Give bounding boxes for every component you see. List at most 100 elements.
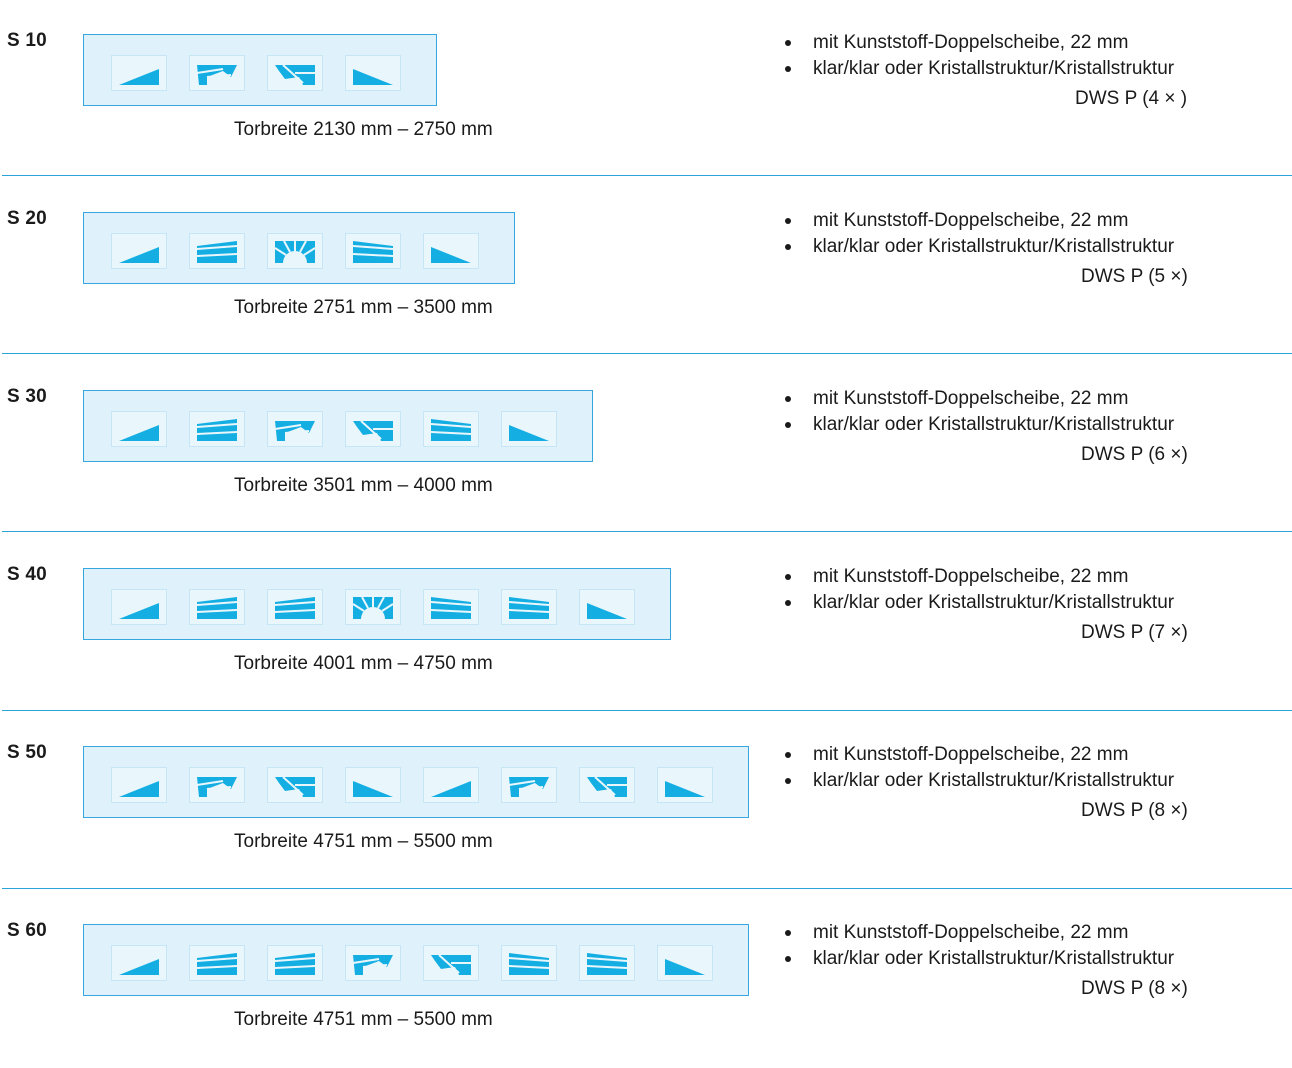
glazing-panel-bars-left <box>189 411 245 447</box>
glazing-panel-sun <box>267 233 323 269</box>
glazing-panel-wedge-left <box>189 767 245 803</box>
glazing-motif-icon <box>353 781 393 797</box>
model-section: S 10 Torbreite 2130 mm – 2750 mm mit Kuns… <box>0 0 1292 178</box>
model-section: S 50 Torbreite 4751 mm – 5500 mm mit Kuns… <box>0 712 1292 890</box>
glazing-motif-icon <box>586 953 628 975</box>
glazing-motif-icon <box>196 65 237 85</box>
model-label: S 50 <box>7 742 47 763</box>
dws-count: DWS P (5 ×) <box>1081 266 1188 287</box>
glazing-panel-bars-right <box>579 945 635 981</box>
glazing-panel-tri-left <box>111 945 167 981</box>
glazing-panel-wedge-right <box>423 945 479 981</box>
glazing-motif-icon <box>353 420 393 441</box>
glazing-motif-icon <box>119 603 159 619</box>
glazing-panel-bars-left <box>189 233 245 269</box>
glazing-panel-bars-right <box>423 411 479 447</box>
glazing-panel-tri-right <box>423 233 479 269</box>
feature-item: klar/klar oder Kristallstruktur/Kristall… <box>780 768 1174 794</box>
door-width-range: Torbreite 4751 mm – 5500 mm <box>234 1009 493 1030</box>
glazing-panel-wedge-left <box>189 55 245 91</box>
glazing-motif-icon <box>119 959 159 975</box>
dws-count: DWS P (7 ×) <box>1081 622 1188 643</box>
glazing-motif-icon <box>274 953 316 975</box>
model-section: S 60 <box>0 890 1292 1068</box>
dws-count: DWS P (8 ×) <box>1081 978 1188 999</box>
glazing-panel-tri-left <box>423 767 479 803</box>
model-label: S 40 <box>7 564 47 585</box>
door-illustration <box>83 34 437 106</box>
door-illustration <box>83 746 749 818</box>
glazing-motif-icon <box>274 421 315 441</box>
glazing-motif-icon <box>274 597 316 619</box>
glazing-motif-icon <box>196 419 238 441</box>
feature-list: mit Kunststoff-Doppelscheibe, 22 mm klar/… <box>780 30 1174 82</box>
door-width-range: Torbreite 4751 mm – 5500 mm <box>234 831 493 852</box>
glazing-panel-tri-left <box>111 55 167 91</box>
feature-item: mit Kunststoff-Doppelscheibe, 22 mm <box>780 30 1174 56</box>
glazing-motif-icon <box>119 781 159 797</box>
glazing-panel-bars-left <box>267 945 323 981</box>
glazing-panel-bars-right <box>501 589 557 625</box>
glazing-motif-icon <box>119 425 159 441</box>
glazing-motif-icon <box>353 69 393 85</box>
glazing-motif-icon <box>196 777 237 797</box>
door-width-range: Torbreite 4001 mm – 4750 mm <box>234 653 493 674</box>
feature-list: mit Kunststoff-Doppelscheibe, 22 mm klar/… <box>780 386 1174 438</box>
door-illustration <box>83 390 593 462</box>
feature-item: mit Kunststoff-Doppelscheibe, 22 mm <box>780 208 1174 234</box>
glazing-panel-tri-right <box>657 767 713 803</box>
glazing-panel-tri-left <box>111 767 167 803</box>
dws-count: DWS P (8 ×) <box>1081 800 1188 821</box>
glazing-motif-icon <box>352 241 394 263</box>
section-divider <box>2 710 1292 711</box>
glazing-motif-icon <box>508 777 549 797</box>
glazing-motif-icon <box>196 241 238 263</box>
section-divider <box>2 888 1292 889</box>
glazing-panel-bars-right <box>423 589 479 625</box>
glazing-panel-tri-right <box>657 945 713 981</box>
feature-list: mit Kunststoff-Doppelscheibe, 22 mm klar/… <box>780 208 1174 260</box>
model-section: S 40 <box>0 534 1292 712</box>
feature-item: mit Kunststoff-Doppelscheibe, 22 mm <box>780 564 1174 590</box>
feature-item: mit Kunststoff-Doppelscheibe, 22 mm <box>780 742 1174 768</box>
glazing-motif-icon <box>196 597 238 619</box>
glazing-motif-icon <box>352 596 394 619</box>
glazing-motif-icon <box>275 776 315 797</box>
glazing-panel-bars-right <box>345 233 401 269</box>
feature-item: klar/klar oder Kristallstruktur/Kristall… <box>780 946 1174 972</box>
model-label: S 10 <box>7 30 47 51</box>
door-width-range: Torbreite 2751 mm – 3500 mm <box>234 297 493 318</box>
glazing-panel-tri-right <box>345 55 401 91</box>
glazing-motif-icon <box>665 959 705 975</box>
glazing-motif-icon <box>352 955 393 975</box>
glazing-panel-bars-left <box>267 589 323 625</box>
feature-list: mit Kunststoff-Doppelscheibe, 22 mm klar/… <box>780 920 1174 972</box>
glazing-motif-icon <box>431 781 471 797</box>
model-label: S 60 <box>7 920 47 941</box>
door-illustration <box>83 568 671 640</box>
glazing-panel-tri-left <box>111 233 167 269</box>
glazing-panel-tri-left <box>111 411 167 447</box>
feature-item: klar/klar oder Kristallstruktur/Kristall… <box>780 56 1174 82</box>
glazing-motif-icon <box>587 603 627 619</box>
door-illustration <box>83 924 749 996</box>
door-illustration <box>83 212 515 284</box>
glazing-motif-icon <box>665 781 705 797</box>
glazing-panel-tri-right <box>579 589 635 625</box>
feature-list: mit Kunststoff-Doppelscheibe, 22 mm klar/… <box>780 742 1174 794</box>
section-divider <box>2 353 1292 354</box>
glazing-panel-tri-left <box>111 589 167 625</box>
model-label: S 30 <box>7 386 47 407</box>
glazing-motif-icon <box>431 954 471 975</box>
glazing-panel-wedge-left <box>345 945 401 981</box>
glazing-panel-tri-right <box>345 767 401 803</box>
glazing-panel-wedge-right <box>267 767 323 803</box>
glazing-motif-icon <box>119 69 159 85</box>
model-label: S 20 <box>7 208 47 229</box>
glazing-motif-icon <box>509 425 549 441</box>
glazing-panel-bars-left <box>189 945 245 981</box>
feature-item: mit Kunststoff-Doppelscheibe, 22 mm <box>780 386 1174 412</box>
glazing-motif-icon <box>430 419 472 441</box>
dws-count: DWS P (6 ×) <box>1081 444 1188 465</box>
section-divider <box>2 175 1292 176</box>
